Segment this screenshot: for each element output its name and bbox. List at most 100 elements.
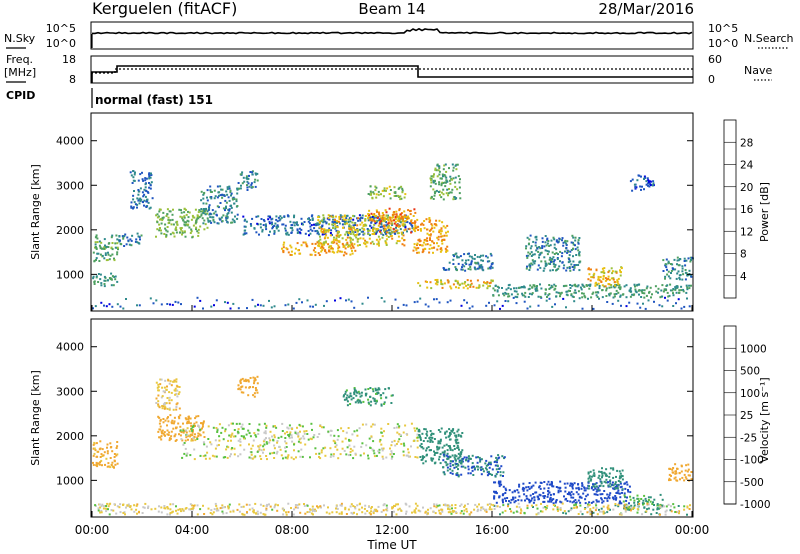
echo-cell xyxy=(183,215,186,218)
echo-cell xyxy=(303,503,305,505)
echo-cell xyxy=(293,216,295,219)
echo-cell xyxy=(570,241,573,244)
echo-cell xyxy=(422,457,424,459)
echo-cell xyxy=(286,457,289,460)
ground-scatter-cell xyxy=(424,303,427,306)
ground-scatter-cell xyxy=(364,504,367,507)
echo-cell xyxy=(253,227,256,230)
echo-cell xyxy=(473,266,476,269)
echo-cell xyxy=(446,457,449,460)
echo-cell xyxy=(189,503,192,506)
echo-cell xyxy=(636,497,639,500)
echo-cell xyxy=(145,200,148,203)
echo-cell xyxy=(148,177,151,180)
echo-cell xyxy=(388,387,390,390)
ground-scatter-cell xyxy=(323,304,325,307)
echo-cell xyxy=(617,283,620,286)
echo-cell xyxy=(332,238,335,241)
echo-cell xyxy=(214,210,217,213)
echo-cell xyxy=(574,248,577,251)
ground-scatter-cell xyxy=(460,503,463,506)
echo-cell xyxy=(438,173,441,176)
echo-cell xyxy=(577,290,580,293)
echo-cell xyxy=(375,216,378,219)
echo-cell xyxy=(294,430,297,433)
echo-cell xyxy=(536,495,539,498)
echo-cell xyxy=(574,289,577,292)
ground-scatter-cell xyxy=(169,303,171,306)
echo-cell xyxy=(559,295,561,298)
echo-cell xyxy=(426,243,429,246)
ground-scatter-cell xyxy=(136,304,138,307)
echo-cell xyxy=(101,448,104,451)
echo-cell xyxy=(532,484,535,487)
echo-cell xyxy=(127,239,130,242)
echo-cell xyxy=(218,435,221,438)
echo-cell xyxy=(649,496,652,499)
ground-scatter-cell xyxy=(295,301,298,304)
echo-cell xyxy=(286,426,289,429)
echo-cell xyxy=(404,220,407,223)
echo-cell xyxy=(432,179,435,182)
echo-cell xyxy=(372,440,375,443)
echo-cell xyxy=(239,187,242,190)
echo-cell xyxy=(214,447,217,450)
echo-cell xyxy=(220,188,223,191)
echo-cell xyxy=(660,289,663,292)
echo-cell xyxy=(671,468,674,471)
echo-cell xyxy=(621,478,624,481)
echo-cell xyxy=(318,455,320,458)
echo-cell xyxy=(253,392,256,395)
echo-cell xyxy=(92,251,95,254)
echo-cell xyxy=(274,222,277,225)
echo-cell xyxy=(265,424,268,427)
ground-scatter-cell xyxy=(199,299,202,302)
ground-scatter-cell xyxy=(644,307,647,310)
echo-cell xyxy=(230,453,232,456)
echo-cell xyxy=(349,225,352,228)
echo-cell xyxy=(321,246,324,249)
echo-cell xyxy=(349,236,351,239)
ground-scatter-cell xyxy=(268,299,270,302)
echo-cell xyxy=(116,445,119,448)
echo-cell xyxy=(577,242,580,245)
echo-cell xyxy=(676,256,679,259)
echo-cell xyxy=(495,456,498,459)
echo-cell xyxy=(296,426,298,429)
echo-cell xyxy=(502,493,505,496)
echo-cell xyxy=(678,289,681,292)
echo-cell xyxy=(160,396,163,399)
echo-cell xyxy=(670,263,672,265)
echo-cell xyxy=(374,189,377,192)
echo-cell xyxy=(644,176,647,179)
echo-cell xyxy=(518,485,521,488)
echo-cell xyxy=(243,513,246,516)
echo-cell xyxy=(433,503,436,506)
power-y-label: Slant Range [km] xyxy=(29,164,42,260)
echo-cell xyxy=(515,510,518,513)
echo-cell xyxy=(446,449,449,452)
echo-cell xyxy=(328,227,331,230)
echo-cell xyxy=(674,463,677,466)
echo-cell xyxy=(159,383,162,386)
echo-cell xyxy=(370,510,373,513)
echo-cell xyxy=(108,258,111,261)
echo-cell xyxy=(488,266,491,269)
echo-cell xyxy=(601,476,603,479)
echo-cell xyxy=(209,212,212,215)
echo-cell xyxy=(386,226,389,229)
echo-cell xyxy=(181,230,184,233)
echo-cell xyxy=(161,432,164,435)
echo-cell xyxy=(467,259,470,262)
ground-scatter-cell xyxy=(493,304,496,307)
echo-cell xyxy=(687,468,690,471)
echo-cell xyxy=(655,290,658,293)
ground-scatter-cell xyxy=(375,508,378,511)
echo-cell xyxy=(454,185,457,188)
echo-cell xyxy=(99,440,102,443)
echo-cell xyxy=(332,224,335,227)
echo-cell xyxy=(538,246,541,248)
echo-cell xyxy=(566,290,569,293)
echo-cell xyxy=(163,407,166,410)
echo-cell xyxy=(272,438,275,441)
